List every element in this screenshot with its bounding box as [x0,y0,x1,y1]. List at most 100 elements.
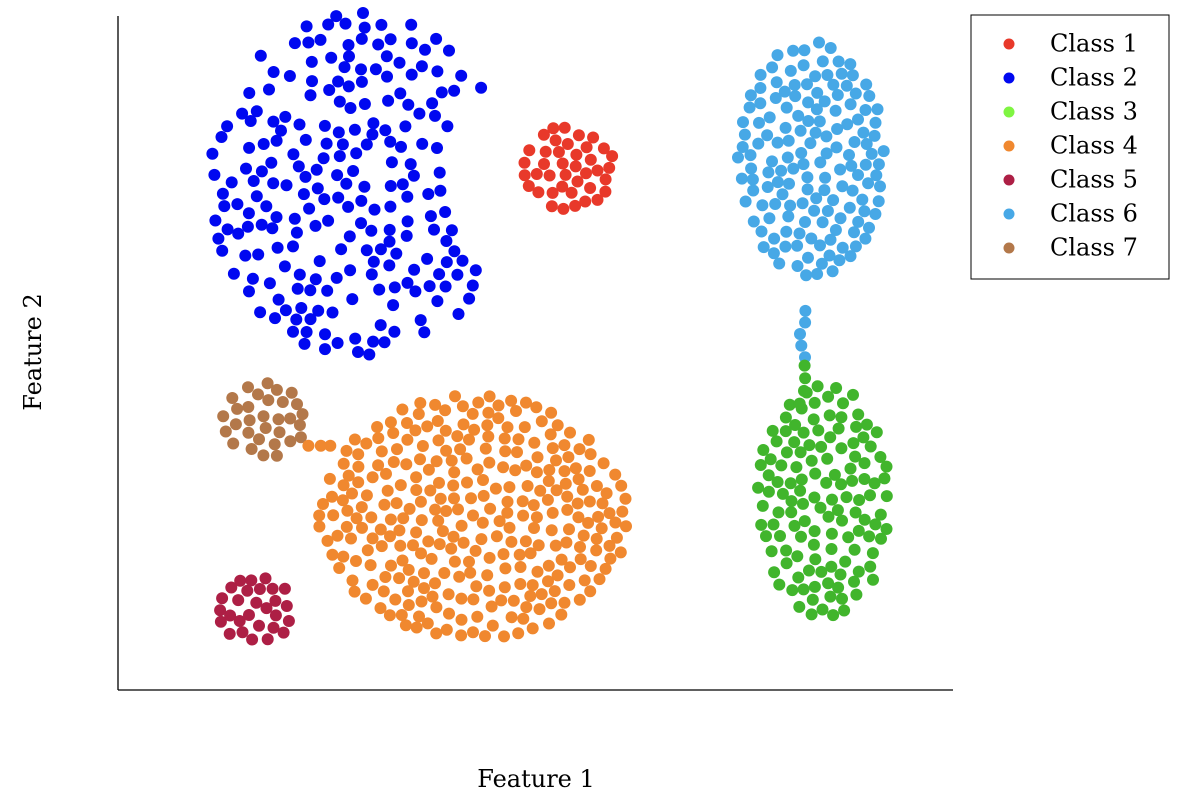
point-class-2 [368,203,381,216]
point-class-6 [766,61,779,74]
point-class-3 [880,523,893,535]
point-class-4 [619,492,632,505]
point-class-3 [869,518,882,531]
point-class-3 [765,545,778,558]
point-class-4 [342,469,355,482]
point-class-3 [880,490,893,503]
point-class-3 [822,390,835,403]
point-class-6 [794,328,806,340]
point-class-2 [342,200,355,213]
point-class-4 [421,617,434,630]
point-class-3 [805,608,818,621]
point-class-6 [782,134,795,147]
point-class-1 [557,202,570,215]
point-class-2 [416,137,429,150]
point-class-3 [797,583,810,596]
point-class-4 [455,629,468,642]
point-class-2 [241,220,254,233]
point-class-4 [519,535,532,548]
point-class-2 [254,306,267,319]
point-class-4 [321,534,334,547]
point-class-2 [299,133,312,146]
point-class-6 [754,68,767,81]
point-class-4 [422,535,435,548]
point-class-5 [253,583,266,595]
point-class-6 [780,225,793,238]
point-class-4 [407,575,420,588]
point-class-1 [552,146,565,158]
point-class-6 [744,149,757,162]
point-class-6 [799,316,812,329]
point-class-2 [342,80,355,93]
point-class-7 [268,438,281,451]
point-class-3 [780,446,793,459]
point-class-4 [401,417,413,429]
point-class-2 [367,117,380,130]
point-class-2 [255,165,268,178]
point-class-2 [374,319,387,332]
point-class-1 [584,153,597,166]
point-class-2 [332,191,345,204]
point-class-4 [352,448,365,461]
legend-marker-1 [1003,38,1015,50]
point-class-4 [546,506,559,519]
point-class-2 [333,95,346,108]
point-class-6 [821,205,834,217]
point-class-2 [408,263,421,276]
point-class-2 [463,292,476,305]
point-class-4 [548,585,561,598]
point-class-4 [391,443,403,456]
point-class-3 [857,431,870,444]
point-class-4 [438,567,451,579]
point-class-6 [834,163,847,176]
point-class-2 [445,224,458,237]
point-class-2 [331,169,344,182]
point-class-2 [330,10,343,23]
point-class-2 [439,206,452,218]
point-class-4 [614,546,627,559]
point-class-6 [794,124,807,137]
point-class-4 [455,519,468,532]
legend-label-1: Class 1 [1050,30,1138,58]
point-class-4 [492,412,505,425]
point-class-4 [415,514,428,527]
point-class-2 [267,66,280,78]
point-class-4 [350,555,362,567]
point-class-2 [300,326,313,338]
point-class-4 [313,509,326,522]
point-class-4 [442,588,455,601]
point-class-3 [790,461,803,474]
point-class-6 [804,137,817,150]
point-class-4 [577,529,590,542]
point-class-4 [493,515,506,528]
point-class-4 [443,607,455,620]
point-class-4 [563,523,575,536]
point-class-6 [801,78,813,91]
point-class-1 [569,199,582,212]
point-class-3 [824,590,837,603]
point-class-4 [313,520,326,533]
point-class-4 [409,424,422,437]
point-class-2 [318,119,331,132]
point-class-3 [808,396,821,409]
point-class-5 [282,615,295,627]
point-class-3 [784,477,797,490]
point-class-1 [603,161,616,174]
point-class-5 [259,572,272,585]
point-class-4 [530,401,543,414]
point-class-3 [766,424,779,437]
point-class-4 [514,578,527,590]
point-class-2 [355,32,368,45]
point-class-2 [326,306,339,319]
point-class-6 [849,87,862,100]
point-class-4 [340,520,353,533]
point-class-4 [543,617,555,630]
point-class-4 [429,503,442,516]
point-class-2 [322,18,335,31]
point-class-2 [242,207,255,220]
point-class-6 [782,210,795,223]
point-class-4 [454,443,467,456]
point-class-4 [526,622,539,635]
point-class-6 [830,141,843,154]
point-class-4 [431,415,444,427]
